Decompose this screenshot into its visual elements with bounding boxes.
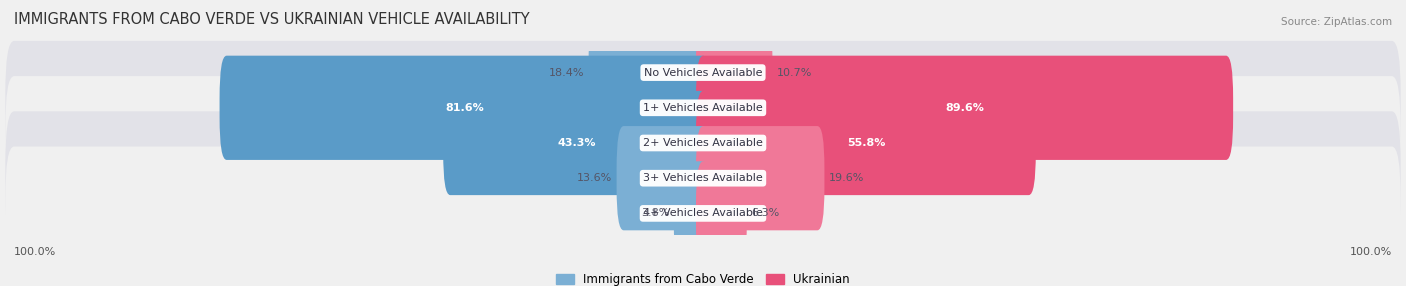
Text: 13.6%: 13.6% <box>576 173 612 183</box>
FancyBboxPatch shape <box>696 91 1036 195</box>
FancyBboxPatch shape <box>443 91 710 195</box>
Text: 100.0%: 100.0% <box>14 247 56 257</box>
Text: 89.6%: 89.6% <box>945 103 984 113</box>
Text: No Vehicles Available: No Vehicles Available <box>644 67 762 78</box>
Text: 55.8%: 55.8% <box>846 138 886 148</box>
Text: 19.6%: 19.6% <box>830 173 865 183</box>
Legend: Immigrants from Cabo Verde, Ukrainian: Immigrants from Cabo Verde, Ukrainian <box>557 273 849 286</box>
Text: 4+ Vehicles Available: 4+ Vehicles Available <box>643 208 763 219</box>
FancyBboxPatch shape <box>589 21 710 125</box>
Text: 2+ Vehicles Available: 2+ Vehicles Available <box>643 138 763 148</box>
FancyBboxPatch shape <box>696 126 824 230</box>
FancyBboxPatch shape <box>6 111 1400 245</box>
FancyBboxPatch shape <box>6 76 1400 210</box>
FancyBboxPatch shape <box>6 146 1400 280</box>
FancyBboxPatch shape <box>673 161 710 265</box>
Text: 3+ Vehicles Available: 3+ Vehicles Available <box>643 173 763 183</box>
Text: 3.8%: 3.8% <box>641 208 669 219</box>
Text: 81.6%: 81.6% <box>446 103 484 113</box>
Text: 18.4%: 18.4% <box>548 67 583 78</box>
Text: 6.3%: 6.3% <box>751 208 780 219</box>
FancyBboxPatch shape <box>696 161 747 265</box>
FancyBboxPatch shape <box>696 21 772 125</box>
Text: 10.7%: 10.7% <box>778 67 813 78</box>
FancyBboxPatch shape <box>6 6 1400 140</box>
FancyBboxPatch shape <box>696 56 1233 160</box>
Text: 1+ Vehicles Available: 1+ Vehicles Available <box>643 103 763 113</box>
FancyBboxPatch shape <box>6 41 1400 175</box>
Text: Source: ZipAtlas.com: Source: ZipAtlas.com <box>1281 17 1392 27</box>
FancyBboxPatch shape <box>219 56 710 160</box>
Text: 100.0%: 100.0% <box>1350 247 1392 257</box>
Text: IMMIGRANTS FROM CABO VERDE VS UKRAINIAN VEHICLE AVAILABILITY: IMMIGRANTS FROM CABO VERDE VS UKRAINIAN … <box>14 12 530 27</box>
FancyBboxPatch shape <box>617 126 710 230</box>
Text: 43.3%: 43.3% <box>557 138 596 148</box>
